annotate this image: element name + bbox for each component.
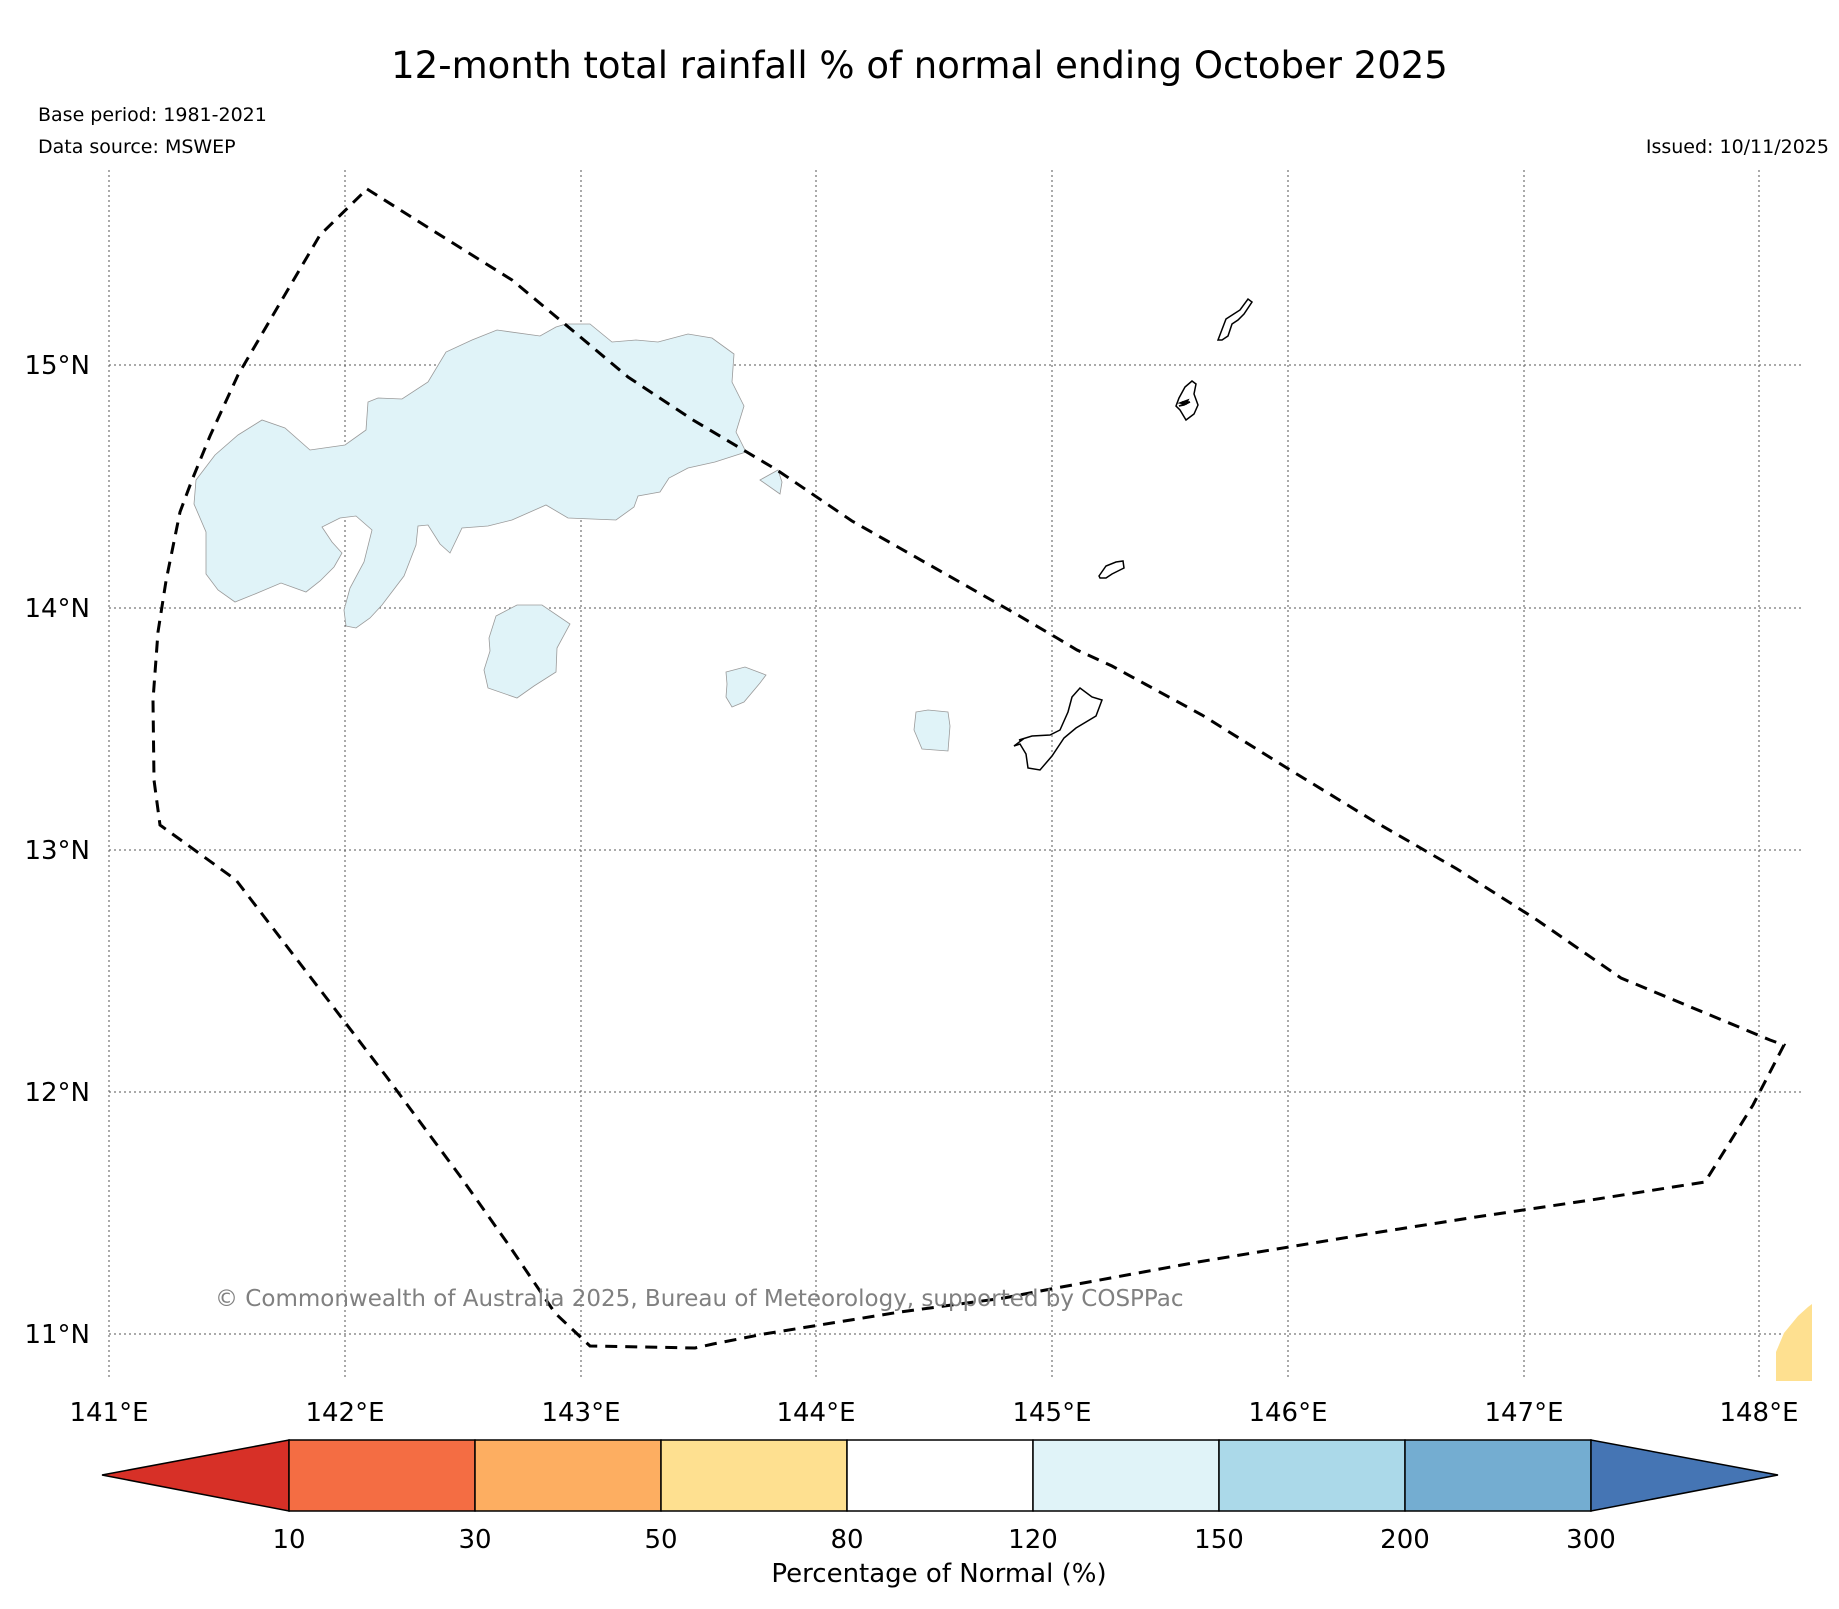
colorbar-tick: 50 (644, 1525, 677, 1555)
colorbar-tick: 120 (1008, 1525, 1058, 1555)
colorbar-segment-above-300 (1590, 1439, 1779, 1512)
rainfall-region-50-80 (1776, 1304, 1812, 1381)
colorbar-segment-below-10 (101, 1439, 290, 1512)
lon-label: 141°E (69, 1398, 148, 1428)
island-outlines (1013, 297, 1254, 771)
lon-label: 147°E (1484, 1398, 1563, 1428)
colorbar-segment-120-150 (1032, 1439, 1220, 1512)
lon-label: 145°E (1012, 1398, 1091, 1428)
colorbar-tick: 200 (1380, 1525, 1430, 1555)
lat-label: 14°N (24, 594, 90, 624)
colorbar-tick: 300 (1566, 1525, 1616, 1555)
eez-boundary (151, 187, 1787, 1350)
colorbar-segment-200-300 (1404, 1439, 1592, 1512)
lat-label: 15°N (24, 351, 90, 381)
lon-label: 148°E (1719, 1398, 1798, 1428)
lon-label: 144°E (776, 1398, 855, 1428)
colorbar-segment-30-50 (474, 1439, 662, 1512)
rainfall-region-120-150 (193, 323, 951, 752)
lon-label: 143°E (541, 1398, 620, 1428)
colorbar-segment-80-120 (846, 1439, 1034, 1512)
lat-label: 11°N (24, 1320, 90, 1350)
data-source-text: Data source: MSWEP (38, 136, 236, 158)
colorbar-tick: 10 (272, 1525, 305, 1555)
colorbar-tick: 150 (1194, 1525, 1244, 1555)
lon-label: 142°E (305, 1398, 384, 1428)
base-period-text: Base period: 1981-2021 (38, 104, 267, 126)
colorbar-tick: 30 (458, 1525, 491, 1555)
colorbar-segment-50-80 (660, 1439, 848, 1512)
copyright-text: © Commonwealth of Australia 2025, Bureau… (215, 1286, 1184, 1312)
colorbar-ticks: 10 30 50 80 120 150 200 300 (272, 1525, 1615, 1555)
map-title: 12-month total rainfall % of normal endi… (391, 44, 1448, 87)
lat-label: 13°N (24, 836, 90, 866)
issued-date-text: Issued: 10/11/2025 (1645, 136, 1829, 158)
map-gridlines (108, 170, 1804, 1380)
colorbar (101, 1439, 1779, 1512)
lat-label: 12°N (24, 1078, 90, 1108)
longitude-labels: 141°E 142°E 143°E 144°E 145°E 146°E 147°… (69, 1398, 1798, 1428)
colorbar-segment-150-200 (1218, 1439, 1406, 1512)
colorbar-segment-10-30 (288, 1439, 476, 1512)
latitude-labels: 15°N 14°N 13°N 12°N 11°N (24, 351, 90, 1350)
lon-label: 146°E (1248, 1398, 1327, 1428)
colorbar-tick: 80 (830, 1525, 863, 1555)
colorbar-label: Percentage of Normal (%) (771, 1559, 1106, 1589)
